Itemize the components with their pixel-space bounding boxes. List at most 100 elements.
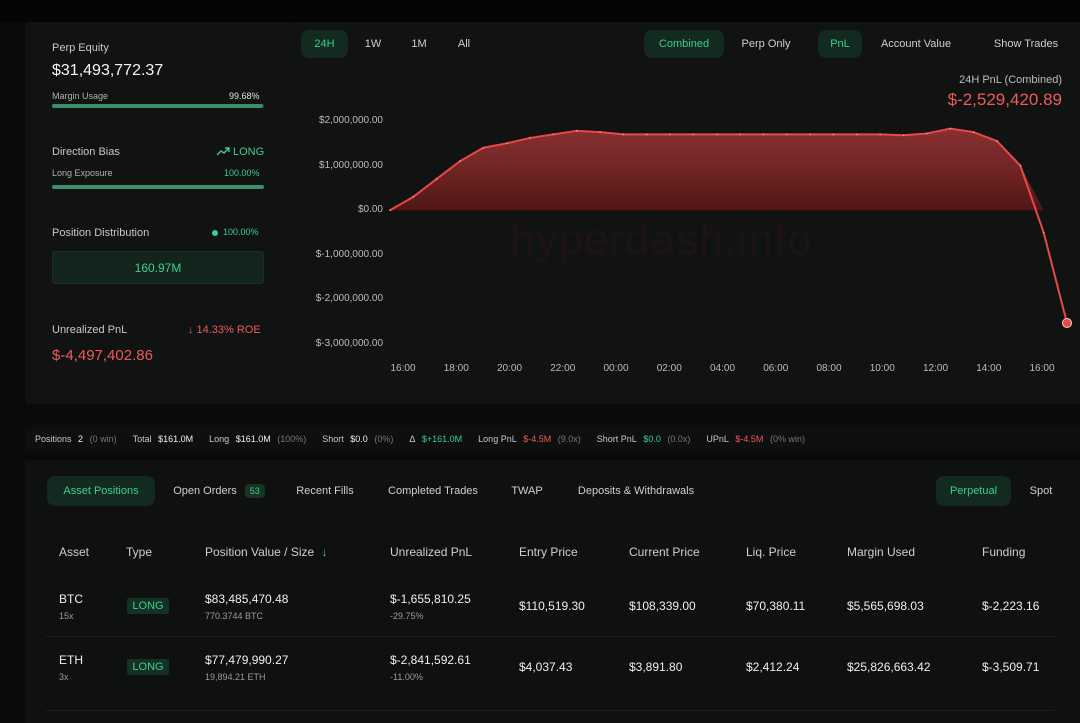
timeframe-all-button[interactable]: All <box>457 38 471 50</box>
arrow-down-icon: ↓ <box>188 324 194 336</box>
header-unrealized-pnl[interactable]: Unrealized PnL <box>390 545 473 559</box>
timeframe-24h-button[interactable]: 24H <box>301 30 348 58</box>
pnl-data-point <box>575 130 578 132</box>
position-distribution-value: 100.00% <box>223 227 259 237</box>
x-tick-label: 20:00 <box>496 363 523 374</box>
top-band <box>0 0 1080 22</box>
pnl-data-point <box>739 133 741 136</box>
pnl-data-point <box>996 140 998 142</box>
long-pnl-label: Long PnL <box>478 434 517 444</box>
x-tick-label: 16:00 <box>1029 363 1055 374</box>
row-divider <box>45 710 1055 711</box>
unrealized-pnl-pct: -29.75% <box>390 611 424 621</box>
pnl-data-point <box>692 133 695 136</box>
asset-leverage: 3x <box>59 672 69 682</box>
perp-equity-label: Perp Equity <box>52 42 109 54</box>
y-tick-label: $-2,000,000.00 <box>315 293 383 305</box>
tab-completed-trades[interactable]: Completed Trades <box>388 485 478 497</box>
perp-equity-value: $31,493,772.37 <box>52 62 164 79</box>
pnl-data-point <box>856 133 858 136</box>
long-exposure-bar-fill <box>52 185 264 189</box>
short-pct: (0%) <box>374 434 394 444</box>
header-entry-price[interactable]: Entry Price <box>519 545 578 559</box>
unrealized-pnl-label: Unrealized PnL <box>52 324 128 336</box>
tab-asset-positions[interactable]: Asset Positions <box>47 476 155 506</box>
funding: $-3,509.71 <box>982 660 1040 674</box>
position-size: 770.3744 BTC <box>205 611 264 621</box>
pnl-data-point <box>622 133 625 136</box>
short-pnl-label: Short PnL <box>596 434 637 444</box>
pnl-data-point <box>552 133 555 136</box>
position-distribution-bar: 160.97M <box>52 251 264 284</box>
tab-open-orders-label: Open Orders <box>173 485 237 497</box>
margin-usage-bar-fill <box>52 104 264 108</box>
tab-deposits-withdrawals[interactable]: Deposits & Withdrawals <box>577 485 695 497</box>
sort-desc-icon: ↓ <box>321 545 328 559</box>
pnl-data-point <box>902 134 905 137</box>
x-tick-label: 00:00 <box>603 363 629 374</box>
x-tick-label: 08:00 <box>816 363 842 374</box>
roe-value: 14.33% ROE <box>196 324 261 336</box>
positions-win: (0 win) <box>89 434 117 444</box>
tab-open-orders[interactable]: Open Orders 53 <box>163 476 275 506</box>
pnl-data-point <box>412 196 415 198</box>
x-tick-label: 12:00 <box>922 363 949 374</box>
timeframe-1m-button[interactable]: 1M <box>411 38 427 50</box>
x-tick-label: 14:00 <box>976 363 1002 374</box>
position-type-badge: LONG <box>127 598 169 614</box>
pnl-data-point <box>716 133 718 136</box>
long-label: Long <box>209 434 230 444</box>
x-tick-label: 18:00 <box>443 363 469 374</box>
positions-value: 2 <box>78 434 84 444</box>
direction-bias-indicator: LONG <box>216 146 264 158</box>
pnl-data-point <box>599 131 601 133</box>
pnl-data-point <box>879 133 882 136</box>
tab-twap[interactable]: TWAP <box>511 485 543 497</box>
chart-header-value: $-2,529,420.89 <box>947 90 1062 109</box>
current-value-marker <box>1062 318 1072 329</box>
market-perpetual-button[interactable]: Perpetual <box>936 476 1011 506</box>
header-type[interactable]: Type <box>126 545 153 559</box>
total-value: $161.0M <box>158 434 194 444</box>
margin-used: $25,826,663.42 <box>847 660 931 674</box>
liq-price: $2,412.24 <box>746 660 800 674</box>
metric-pnl-button[interactable]: PnL <box>818 30 862 58</box>
tab-recent-fills[interactable]: Recent Fills <box>296 485 354 497</box>
mode-combined-button[interactable]: Combined <box>644 30 724 58</box>
chart-title: 24H PnL (Combined) <box>959 74 1062 86</box>
pnl-data-point <box>832 133 835 136</box>
header-current-price[interactable]: Current Price <box>629 545 700 559</box>
market-spot-button[interactable]: Spot <box>1029 485 1053 497</box>
pnl-data-point <box>529 137 531 139</box>
funding: $-2,223.16 <box>982 599 1040 613</box>
header-position-value-label: Position Value / Size <box>205 545 315 559</box>
timeframe-1w-button[interactable]: 1W <box>364 38 382 50</box>
y-tick-label: $-3,000,000.00 <box>315 338 383 349</box>
mode-perp-only-button[interactable]: Perp Only <box>741 38 791 50</box>
roe-indicator: ↓ 14.33% ROE <box>188 324 261 336</box>
asset-symbol: BTC <box>59 592 83 606</box>
header-position-value[interactable]: Position Value / Size ↓ <box>205 545 328 559</box>
long-pnl-value: $-4.5M <box>523 434 552 444</box>
pnl-data-point <box>645 133 648 136</box>
header-liq-price[interactable]: Liq. Price <box>746 545 797 559</box>
long-pct: (100%) <box>277 434 307 444</box>
entry-price: $110,519.30 <box>519 599 585 613</box>
direction-bias-value: LONG <box>233 146 265 158</box>
chart-panel <box>290 22 1080 404</box>
y-tick-label: $2,000,000.00 <box>319 115 383 126</box>
position-value: $83,485,470.48 <box>205 592 289 606</box>
upnl-value: $-4.5M <box>735 434 764 444</box>
x-tick-label: 16:00 <box>390 363 416 374</box>
position-value: $77,479,990.27 <box>205 653 289 667</box>
x-tick-label: 22:00 <box>550 363 576 374</box>
show-trades-button[interactable]: Show Trades <box>993 38 1059 50</box>
total-label: Total <box>132 434 152 444</box>
header-funding[interactable]: Funding <box>982 545 1026 559</box>
header-margin-used[interactable]: Margin Used <box>847 545 916 559</box>
y-tick-label: $1,000,000.00 <box>319 159 383 171</box>
upnl-label: UPnL <box>706 434 729 444</box>
metric-account-value-button[interactable]: Account Value <box>880 38 952 50</box>
header-asset[interactable]: Asset <box>59 545 90 559</box>
